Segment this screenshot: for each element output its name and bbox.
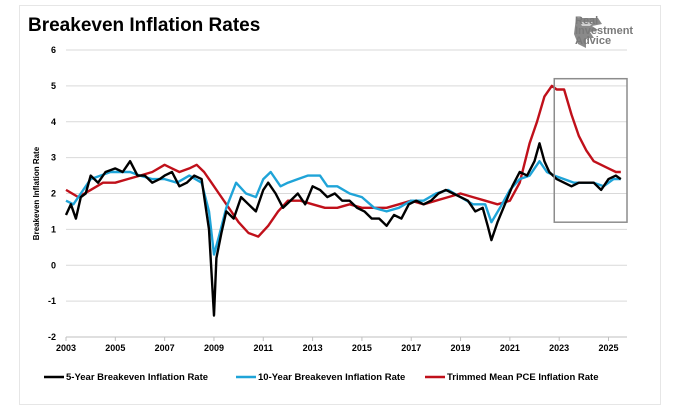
legend-label: Trimmed Mean PCE Inflation Rate bbox=[447, 372, 599, 383]
x-tick-label: 2023 bbox=[549, 343, 569, 353]
x-tick-label: 2011 bbox=[254, 343, 274, 353]
eagle-head-icon bbox=[574, 18, 602, 48]
grid-layer bbox=[66, 49, 627, 338]
y-tick-label: 2 bbox=[51, 189, 56, 199]
x-tick-label: 2025 bbox=[598, 343, 618, 353]
y-tick-label: 0 bbox=[51, 260, 56, 270]
legend-label: 5-Year Breakeven Inflation Rate bbox=[66, 372, 208, 383]
x-tick-label: 2007 bbox=[155, 343, 175, 353]
x-tick-label: 2009 bbox=[204, 343, 224, 353]
logo-line3: Advice bbox=[575, 35, 612, 47]
y-tick-label: -2 bbox=[48, 332, 56, 342]
x-tick-label: 2013 bbox=[303, 343, 323, 353]
series-line-1 bbox=[64, 142, 622, 317]
y-axis-label: Breakeven Inflation Rate bbox=[32, 146, 41, 240]
x-tick-label: 2021 bbox=[500, 343, 520, 353]
x-tick-label: 2015 bbox=[352, 343, 372, 353]
y-tick-label: 4 bbox=[51, 117, 56, 127]
legend-label: 10-Year Breakeven Inflation Rate bbox=[258, 372, 405, 383]
highlight-box bbox=[553, 77, 628, 223]
y-tick-label: 3 bbox=[51, 153, 56, 163]
legend: 5-Year Breakeven Inflation Rate 10-Year B… bbox=[44, 372, 599, 383]
y-tick-label: -1 bbox=[48, 296, 56, 306]
logo-line2: Investment bbox=[575, 25, 634, 37]
y-tick-label: 6 bbox=[51, 45, 56, 55]
series-layer bbox=[64, 77, 628, 317]
x-tick-label: 2005 bbox=[105, 343, 125, 353]
series-line-3 bbox=[65, 84, 621, 238]
axis-layer: -2 -1 0 1 2 3 4 5 6 2003 2005 2007 2009 2011 2013 2015 2… bbox=[32, 45, 627, 353]
chart-title: Breakeven Inflation Rates bbox=[28, 15, 261, 36]
y-tick-label: 5 bbox=[51, 81, 56, 91]
x-tick-label: 2017 bbox=[401, 343, 421, 353]
series-line-2 bbox=[65, 160, 621, 256]
logo-line1: Real bbox=[575, 15, 599, 27]
y-tick-label: 1 bbox=[51, 224, 56, 234]
x-tick-label: 2003 bbox=[56, 343, 76, 353]
x-tick-label: 2019 bbox=[451, 343, 471, 353]
